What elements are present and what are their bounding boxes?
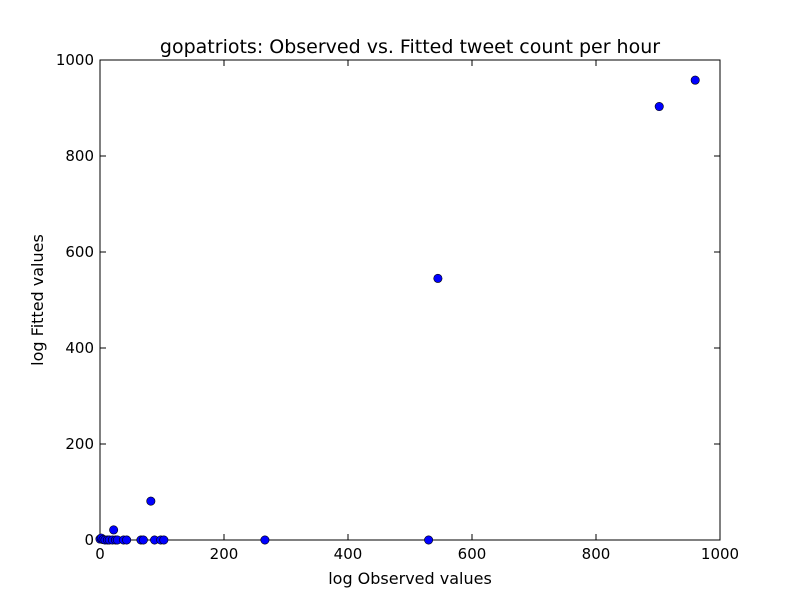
data-point [159,535,169,545]
data-point [138,535,148,545]
y-tick-label: 1000 [56,51,94,69]
y-tick-label: 600 [65,243,94,261]
x-tick-label: 600 [458,545,487,563]
y-tick-label: 400 [65,339,94,357]
data-point [433,273,443,283]
x-axis-label: log Observed values [328,569,492,588]
data-point [424,535,434,545]
y-axis-label: log Fitted values [28,234,47,366]
chart-title: gopatriots: Observed vs. Fitted tweet co… [160,36,660,58]
y-tick-label: 0 [84,531,94,549]
plot-area [99,59,721,541]
x-tick-label: 200 [210,545,239,563]
x-tick-label: 800 [582,545,611,563]
y-tick-label: 800 [65,147,94,165]
data-point [690,75,700,85]
y-tick-label: 200 [65,435,94,453]
data-point [146,496,156,506]
x-tick-label: 1000 [701,545,739,563]
y-axis: 0 200 400 600 800 1000 [56,51,720,549]
x-tick-label: 0 [95,545,105,563]
data-point [260,535,270,545]
x-tick-label: 400 [334,545,363,563]
data-points [95,75,700,545]
x-axis: 0 200 400 600 800 1000 [95,60,739,563]
data-point [122,535,132,545]
data-point [109,525,119,535]
data-point [654,102,664,112]
